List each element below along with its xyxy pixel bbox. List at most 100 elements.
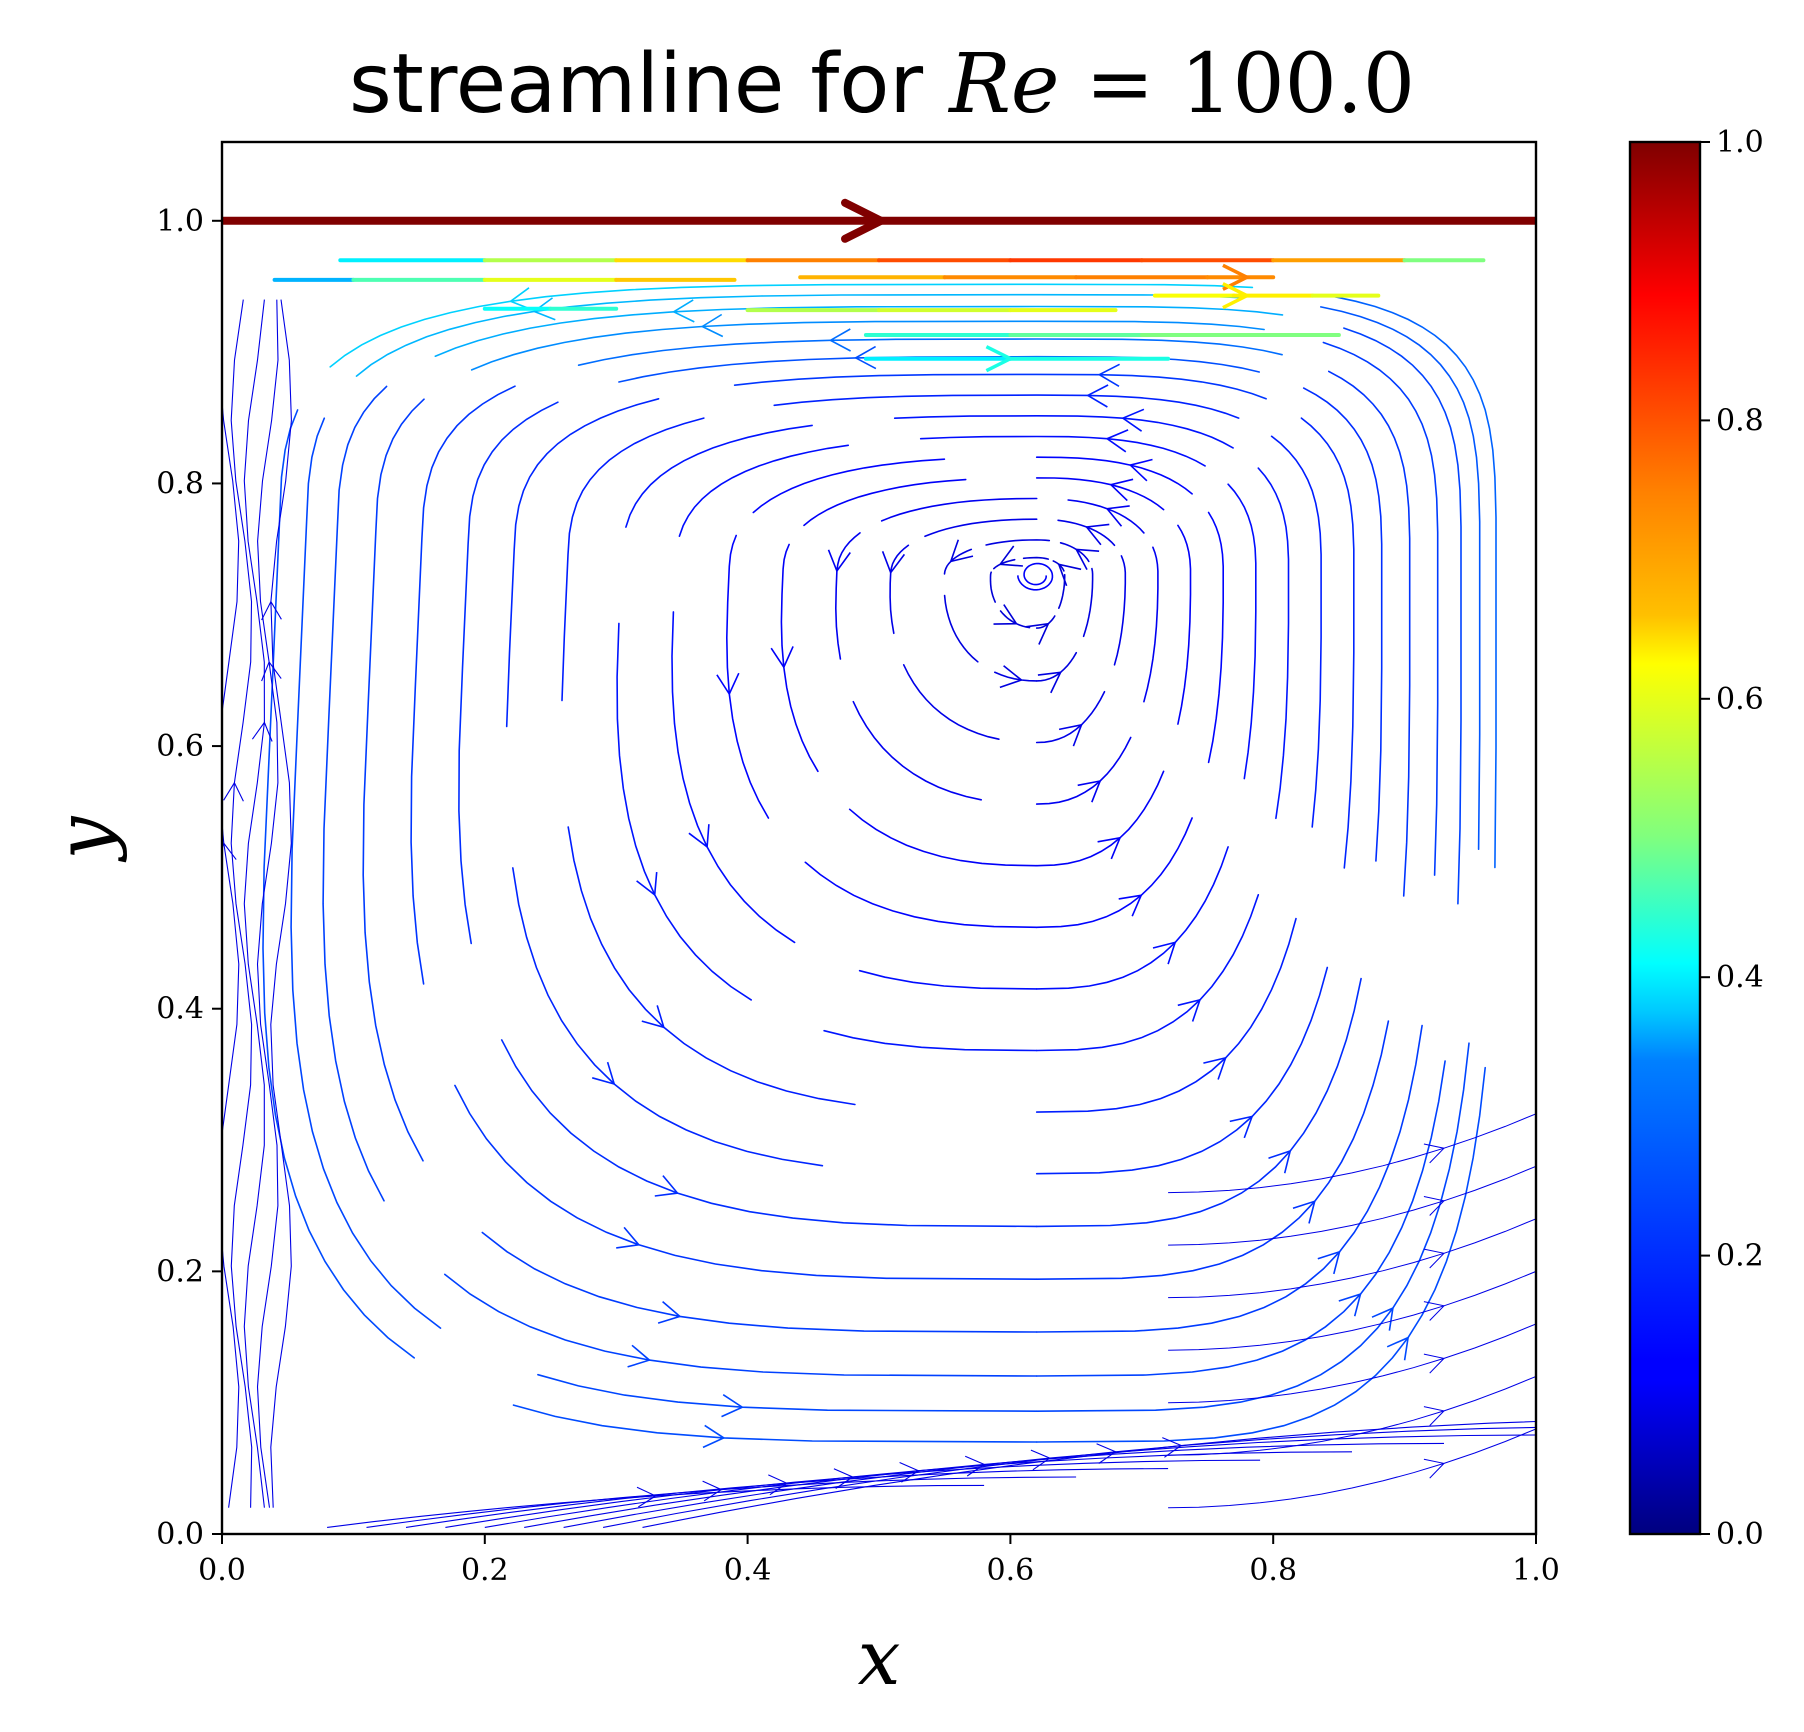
streamline-segment [511, 867, 824, 1167]
streamline-segment [1168, 1113, 1536, 1194]
streamline-segment [505, 398, 660, 728]
streamline-segment [1035, 1020, 1390, 1280]
streamline-arrow [716, 672, 740, 696]
streamline-segment [1322, 341, 1439, 876]
streamline-arrow [1037, 671, 1062, 694]
streamline-arrow [721, 1394, 744, 1418]
streamline-segment [902, 664, 1000, 740]
streamline-segment [1035, 894, 1260, 1052]
streamline-arrow [641, 1005, 665, 1029]
streamline-arrow [1096, 1443, 1117, 1464]
streamline-segment [567, 826, 856, 1106]
streamline-segment [1328, 370, 1411, 897]
streamline-arrow [1423, 1301, 1445, 1321]
y-tick-label: 0.4 [156, 992, 204, 1027]
streamline-segment [1035, 651, 1078, 682]
streamline-segment [1227, 483, 1257, 780]
y-tick-label: 1.0 [156, 204, 204, 239]
streamline-arrow [654, 1175, 680, 1197]
plot-frame [220, 140, 1538, 1536]
x-tick-label: 0.8 [1249, 1553, 1297, 1588]
streamline-segment [1270, 435, 1322, 828]
streamline-segment [943, 594, 979, 663]
streamline-segment [642, 1420, 1536, 1528]
streamline-segment [852, 700, 982, 801]
streamline-segment [733, 373, 1267, 400]
streamline-segment [1035, 736, 1132, 805]
streamline-segment [1035, 477, 1165, 511]
streamline-segment [1035, 770, 1165, 867]
streamline-arrow [1097, 836, 1122, 860]
streamline-arrow [1317, 1250, 1341, 1275]
streamline-segment [725, 534, 770, 819]
lid-arrow [841, 198, 885, 243]
streamline-segment [889, 544, 910, 635]
streamline-arrow [1338, 1292, 1362, 1317]
streamline-arrow [1086, 384, 1109, 408]
streamline-arrow [1105, 429, 1129, 453]
streamline-segment [1057, 519, 1116, 547]
streamline-segment [458, 401, 559, 945]
streamline-segment [563, 1434, 1536, 1528]
colorbar-tick-label: 0.0 [1716, 1517, 1764, 1552]
streamline-segment [434, 305, 1284, 357]
streamline-arrow [1386, 1336, 1410, 1361]
x-tick-label: 0.6 [987, 1553, 1035, 1588]
streamline-arrow [532, 297, 556, 321]
streamline-segment [470, 320, 1265, 371]
streamline-segment [848, 808, 1038, 867]
y-axis-ticks: 0.0 0.2 0.4 0.6 0.8 1.0 [156, 204, 222, 1552]
streamline-segment [804, 861, 1038, 929]
y-tick-label: 0.0 [156, 1517, 204, 1552]
streamline-segment [327, 1484, 985, 1528]
streamline-arrow [627, 1344, 652, 1368]
streamline-segment [1035, 1060, 1446, 1377]
streamline-segment [270, 299, 292, 1508]
streamline-segment [616, 622, 752, 1001]
x-tick-label: 0.4 [724, 1553, 772, 1588]
streamline-segment [1207, 511, 1224, 764]
streamline-arrow [1121, 408, 1145, 432]
streamline-arrow [1203, 1056, 1227, 1080]
streamline-segment [1035, 917, 1297, 1113]
streamline-segment [1320, 306, 1481, 850]
streamline-segment [577, 338, 1283, 366]
streamline-arrow [828, 328, 851, 352]
streamline-segment [943, 548, 973, 575]
streamline-segment [1082, 567, 1094, 638]
streamline-arrow [1128, 458, 1153, 482]
streamline-segment [290, 417, 442, 1329]
streamline-arrow [1074, 548, 1100, 570]
streamline-segment [410, 385, 516, 985]
streamline-arrow [636, 872, 658, 897]
streamline-arrow [1162, 1437, 1183, 1458]
streamline-segment [858, 969, 1038, 990]
streamline-segment [1035, 817, 1193, 929]
streamline-arrow [591, 1061, 616, 1086]
streamline-segment [366, 1476, 1077, 1528]
streamline-segment [1035, 966, 1329, 1175]
streamline-segment [773, 394, 1240, 419]
streamline-segment [1333, 295, 1497, 869]
streamlines-layer [222, 258, 1536, 1528]
x-tick-label: 1.0 [1512, 1553, 1560, 1588]
streamline-arrow [998, 545, 1023, 567]
streamline-segment [999, 610, 1031, 629]
y-axis-label: y [39, 815, 128, 862]
streamline-arrow [1423, 1353, 1445, 1374]
streamline-segment [230, 299, 253, 1508]
streamline-segment [834, 532, 861, 660]
streamline-segment [893, 414, 1234, 449]
vortex-core-spiral [1017, 562, 1054, 591]
streamline-arrow [1058, 723, 1083, 747]
streamline-arrow [949, 539, 974, 563]
top-streamline-arrow [1222, 282, 1251, 310]
title-prefix: streamline for [349, 37, 949, 132]
top-streamline-arrow [1222, 263, 1251, 291]
streamline-arrow [1423, 1196, 1445, 1216]
streamline-segment [1168, 1375, 1536, 1456]
streamline-arrow [1268, 1149, 1292, 1174]
streamline-arrow [770, 646, 794, 669]
streamline-arrow [251, 721, 273, 742]
streamline-arrow [1030, 1449, 1051, 1471]
